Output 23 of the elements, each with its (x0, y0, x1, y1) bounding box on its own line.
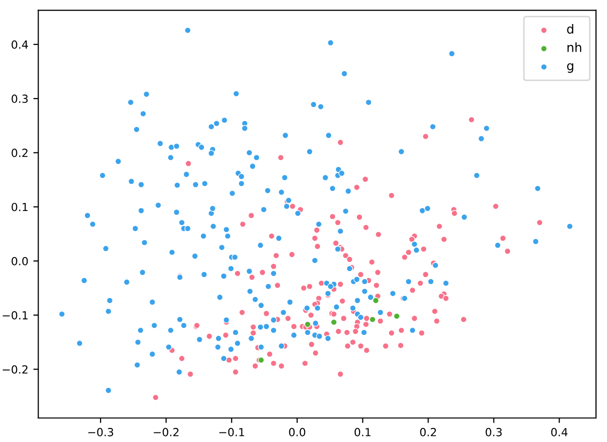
x-tick-label: −0.2 (154, 428, 178, 436)
legend-label: d (567, 24, 574, 34)
y-tick-label: −0.2 (2, 365, 28, 374)
legend-label: nh (568, 42, 582, 52)
y-tick-label: 0.4 (12, 40, 28, 49)
x-tick-label: 0.1 (354, 428, 371, 436)
y-tick-label: 0.1 (12, 202, 28, 212)
point (330, 318, 338, 326)
x-tick-label: 0.0 (289, 428, 306, 436)
legend-label: g (567, 63, 574, 73)
x-tick-label: −0.3 (88, 428, 114, 436)
x-tick-label: 0.3 (486, 428, 502, 436)
y-tick-label: −0.1 (2, 311, 28, 320)
point (372, 297, 380, 304)
x-tick-label: 0.4 (551, 428, 568, 436)
x-tick-label: 0.2 (420, 428, 436, 436)
point (369, 316, 376, 323)
point (393, 312, 400, 320)
y-tick-label: 0.0 (12, 256, 28, 266)
point (304, 321, 311, 328)
y-tick-label: 0.3 (12, 94, 28, 103)
y-tick-label: 0.2 (12, 148, 28, 158)
x-tick-label: −0.1 (219, 428, 244, 436)
